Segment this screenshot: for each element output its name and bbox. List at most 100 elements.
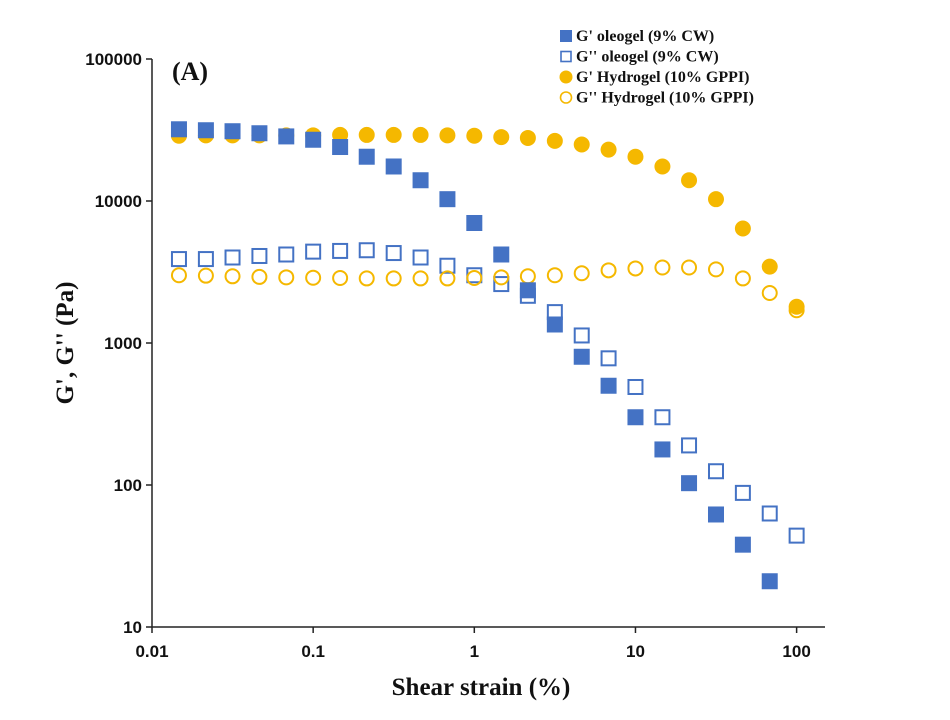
data-point: [789, 299, 805, 315]
data-point: [520, 282, 536, 298]
data-point: [736, 486, 750, 500]
data-point: [360, 243, 374, 257]
plot-axes: [152, 59, 825, 627]
data-point: [628, 261, 642, 275]
data-point: [199, 269, 213, 283]
x-tick-label: 100: [782, 642, 810, 661]
data-point: [602, 263, 616, 277]
data-point: [306, 271, 320, 285]
series-2: [171, 127, 805, 315]
data-point: [198, 122, 214, 138]
data-point: [575, 328, 589, 342]
data-point: [414, 271, 428, 285]
series-0: [171, 121, 778, 589]
data-point: [172, 268, 186, 282]
series-3: [172, 261, 804, 318]
data-point: [359, 149, 375, 165]
data-point: [627, 409, 643, 425]
data-point: [708, 191, 724, 207]
y-tick-label: 100: [114, 476, 142, 495]
data-point: [332, 139, 348, 155]
data-point: [708, 506, 724, 522]
data-point: [790, 529, 804, 543]
data-point: [709, 464, 723, 478]
data-point: [252, 249, 266, 263]
data-point: [279, 247, 293, 261]
data-point: [387, 271, 401, 285]
data-point: [735, 537, 751, 553]
data-point: [762, 259, 778, 275]
data-point: [627, 149, 643, 165]
x-tick-label: 0.01: [135, 642, 168, 661]
x-axis-title: Shear strain (%): [392, 674, 571, 701]
data-point: [736, 271, 750, 285]
legend: G' oleogel (9% CW) G'' oleogel (9% CW) G' …: [560, 28, 754, 107]
y-axis-title: G', G'' (Pa): [52, 282, 79, 405]
data-point: [225, 123, 241, 139]
data-point: [252, 270, 266, 284]
data-point: [682, 261, 696, 275]
data-point: [226, 251, 240, 265]
data-point: [360, 271, 374, 285]
x-tick-label: 0.1: [301, 642, 325, 661]
legend-marker: [561, 92, 572, 103]
data-point: [762, 573, 778, 589]
legend-label: G' Hydrogel (10% GPPI): [576, 69, 749, 86]
data-point: [305, 132, 321, 148]
data-point: [574, 349, 590, 365]
data-point: [493, 246, 509, 262]
series-1: [172, 243, 804, 542]
legend-label: G'' oleogel (9% CW): [576, 49, 719, 66]
data-point: [682, 438, 696, 452]
data-point: [763, 506, 777, 520]
data-point: [763, 286, 777, 300]
legend-marker: [561, 52, 571, 62]
data-point: [333, 271, 347, 285]
legend-label: G' oleogel (9% CW): [576, 28, 714, 45]
data-point: [655, 410, 669, 424]
data-marks: [171, 121, 805, 589]
data-point: [654, 441, 670, 457]
data-point: [251, 125, 267, 141]
panel-label: (A): [172, 57, 208, 86]
data-point: [279, 270, 293, 284]
x-tick-label: 1: [470, 642, 479, 661]
data-point: [278, 128, 294, 144]
data-point: [574, 136, 590, 152]
x-tick-label: 10: [626, 642, 645, 661]
data-point: [628, 380, 642, 394]
data-point: [414, 251, 428, 265]
data-point: [681, 475, 697, 491]
data-point: [413, 172, 429, 188]
y-tick-label: 10: [123, 618, 142, 637]
data-point: [547, 133, 563, 149]
data-point: [333, 244, 347, 258]
data-point: [172, 252, 186, 266]
y-tick-label: 1000: [104, 334, 142, 353]
data-point: [413, 127, 429, 143]
data-point: [386, 127, 402, 143]
data-point: [654, 158, 670, 174]
data-point: [520, 130, 536, 146]
data-point: [199, 252, 213, 266]
data-point: [466, 215, 482, 231]
data-point: [709, 262, 723, 276]
legend-label: G'' Hydrogel (10% GPPI): [576, 90, 754, 107]
data-point: [306, 245, 320, 259]
data-point: [602, 351, 616, 365]
data-point: [601, 378, 617, 394]
data-point: [387, 246, 401, 260]
data-point: [601, 142, 617, 158]
data-point: [226, 269, 240, 283]
legend-marker: [560, 71, 573, 84]
data-point: [493, 129, 509, 145]
legend-marker: [560, 30, 572, 42]
data-point: [466, 128, 482, 144]
data-point: [655, 261, 669, 275]
data-point: [548, 268, 562, 282]
data-point: [547, 316, 563, 332]
data-point: [681, 172, 697, 188]
data-point: [575, 266, 589, 280]
data-point: [735, 221, 751, 237]
y-tick-label: 100000: [85, 50, 142, 69]
